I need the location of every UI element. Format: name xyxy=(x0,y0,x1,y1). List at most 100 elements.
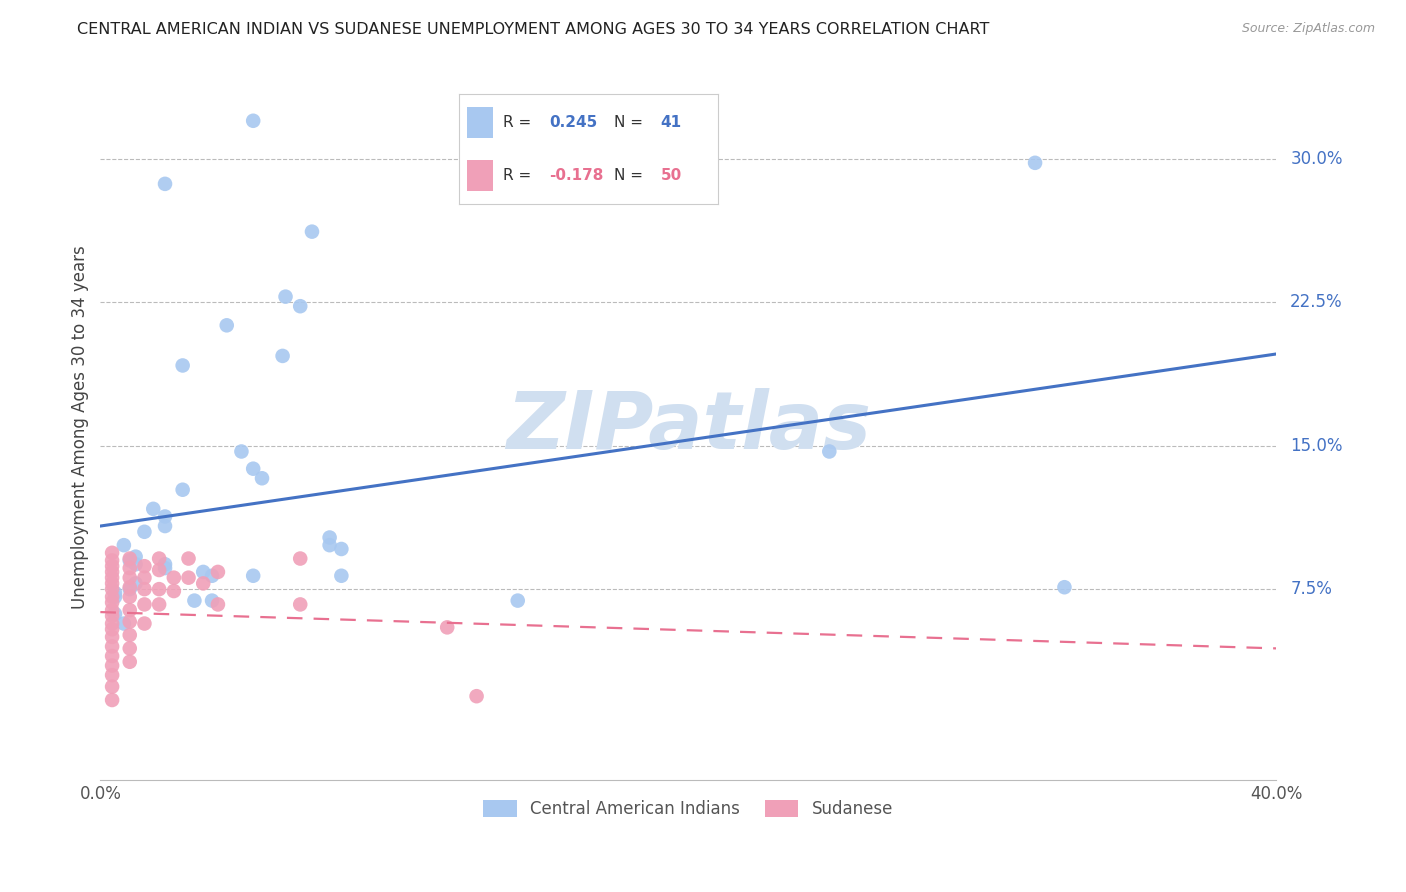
Point xyxy=(163,584,186,599)
Point xyxy=(101,693,124,707)
Point xyxy=(118,615,141,629)
Point xyxy=(290,299,312,313)
Point xyxy=(101,576,124,591)
Point xyxy=(193,576,215,591)
Point xyxy=(118,551,141,566)
Point xyxy=(153,519,176,533)
Point xyxy=(134,559,156,574)
Text: 30.0%: 30.0% xyxy=(1291,150,1343,168)
Point xyxy=(101,640,124,654)
Point xyxy=(101,595,124,609)
Point xyxy=(290,551,312,566)
Text: Source: ZipAtlas.com: Source: ZipAtlas.com xyxy=(1241,22,1375,36)
Point xyxy=(118,628,141,642)
Point xyxy=(118,655,141,669)
Point xyxy=(101,571,124,585)
Point xyxy=(193,565,215,579)
Point xyxy=(118,641,141,656)
Point xyxy=(172,359,194,373)
Point xyxy=(101,582,124,596)
Point xyxy=(101,608,124,623)
Point xyxy=(148,563,170,577)
Point xyxy=(104,590,127,604)
Legend: Central American Indians, Sudanese: Central American Indians, Sudanese xyxy=(477,794,900,825)
Point xyxy=(1024,156,1046,170)
Point xyxy=(112,616,135,631)
Point xyxy=(118,590,141,604)
Point xyxy=(118,561,141,575)
Point xyxy=(101,648,124,663)
Point xyxy=(172,483,194,497)
Point xyxy=(330,568,353,582)
Point xyxy=(242,568,264,582)
Point xyxy=(506,593,529,607)
Point xyxy=(101,603,124,617)
Point xyxy=(290,598,312,612)
Point xyxy=(153,561,176,575)
Text: 22.5%: 22.5% xyxy=(1291,293,1343,311)
Point xyxy=(112,538,135,552)
Point xyxy=(318,538,340,552)
Point xyxy=(101,658,124,673)
Point xyxy=(465,689,488,703)
Point xyxy=(215,318,238,333)
Point xyxy=(118,553,141,567)
Point xyxy=(101,668,124,682)
Point xyxy=(201,568,224,582)
Point xyxy=(183,593,205,607)
Point xyxy=(124,549,146,564)
Point xyxy=(201,593,224,607)
Point xyxy=(271,349,294,363)
Point xyxy=(118,582,141,596)
Point xyxy=(436,620,458,634)
Point xyxy=(101,630,124,644)
Point xyxy=(118,571,141,585)
Point xyxy=(207,598,229,612)
Point xyxy=(330,541,353,556)
Point xyxy=(134,616,156,631)
Point xyxy=(1053,580,1076,594)
Point xyxy=(242,113,264,128)
Point xyxy=(134,582,156,596)
Point xyxy=(124,558,146,572)
Point xyxy=(301,225,323,239)
Point xyxy=(250,471,273,485)
Point xyxy=(818,444,841,458)
Text: ZIPatlas: ZIPatlas xyxy=(506,388,870,466)
Point xyxy=(134,524,156,539)
Point xyxy=(101,565,124,579)
Point xyxy=(177,571,200,585)
Point xyxy=(101,559,124,574)
Y-axis label: Unemployment Among Ages 30 to 34 years: Unemployment Among Ages 30 to 34 years xyxy=(72,244,89,608)
Point xyxy=(101,680,124,694)
Point xyxy=(153,509,176,524)
Point xyxy=(274,290,297,304)
Point xyxy=(134,598,156,612)
Point xyxy=(118,580,141,594)
Point xyxy=(148,551,170,566)
Point xyxy=(101,590,124,604)
Point xyxy=(153,177,176,191)
Point xyxy=(153,558,176,572)
Point xyxy=(318,531,340,545)
Point xyxy=(101,553,124,567)
Point xyxy=(124,576,146,591)
Point xyxy=(148,598,170,612)
Point xyxy=(163,571,186,585)
Point xyxy=(142,501,165,516)
Point xyxy=(101,622,124,636)
Point xyxy=(231,444,253,458)
Point xyxy=(148,582,170,596)
Point xyxy=(101,616,124,631)
Text: 15.0%: 15.0% xyxy=(1291,437,1343,455)
Point xyxy=(104,607,127,621)
Point xyxy=(104,586,127,600)
Text: CENTRAL AMERICAN INDIAN VS SUDANESE UNEMPLOYMENT AMONG AGES 30 TO 34 YEARS CORRE: CENTRAL AMERICAN INDIAN VS SUDANESE UNEM… xyxy=(77,22,990,37)
Point xyxy=(118,603,141,617)
Point xyxy=(134,571,156,585)
Text: 7.5%: 7.5% xyxy=(1291,580,1331,599)
Point xyxy=(242,461,264,475)
Point xyxy=(207,565,229,579)
Point xyxy=(177,551,200,566)
Point xyxy=(101,546,124,560)
